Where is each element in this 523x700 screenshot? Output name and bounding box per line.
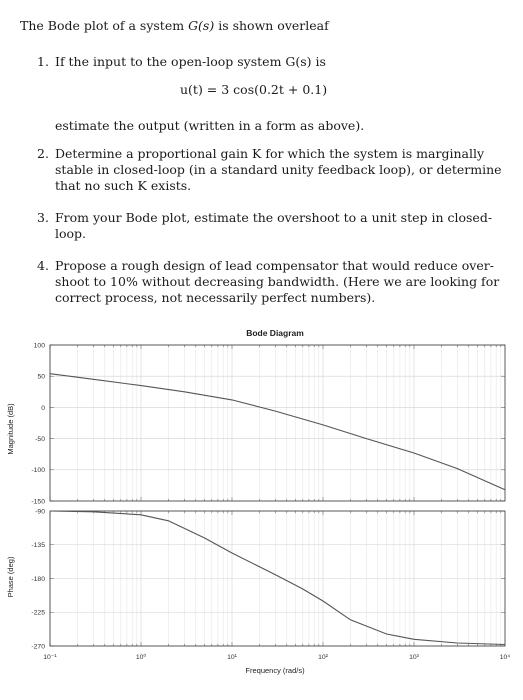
chart-title: Bode Diagram — [246, 328, 304, 338]
frequency-tick-label: 10¹ — [227, 654, 238, 661]
question-2: 2. Determine a proportional gain K for w… — [37, 146, 507, 194]
magnitude-y-tick-label: 100 — [34, 342, 46, 349]
magnitude-y-tick-label: -100 — [31, 467, 45, 474]
question-4: 4. Propose a rough design of lead compen… — [37, 258, 507, 306]
question-number: 3. — [37, 210, 49, 225]
question-text-line: that no such K exists. — [55, 178, 192, 193]
magnitude-y-tick-label: -50 — [35, 436, 45, 443]
magnitude-plot-area — [50, 345, 505, 501]
frequency-tick-label: 10⁻¹ — [43, 654, 57, 661]
question-text-line: correct process, not necessarily perfect… — [55, 290, 376, 305]
question-text-line: loop. — [55, 226, 87, 241]
question-text-line: stable in closed-loop (in a standard uni… — [55, 162, 502, 177]
phase-y-tick-label: -180 — [31, 576, 45, 583]
magnitude-curve — [49, 373, 506, 491]
phase-y-tick-label: -90 — [35, 508, 45, 515]
question-number: 4. — [37, 258, 49, 273]
question-3: 3. From your Bode plot, estimate the ove… — [37, 210, 507, 242]
question-text-line: shoot to 10% without decreasing bandwidt… — [55, 274, 500, 289]
phase-y-tick-label: -225 — [31, 610, 45, 617]
phase-y-tick-label: -135 — [31, 542, 45, 549]
question-number: 1. — [37, 54, 49, 69]
frequency-tick-label: 10³ — [409, 654, 420, 661]
frequency-tick-label: 10² — [318, 654, 329, 661]
phase-panel: -90 -135 -180 -225 -270 — [31, 508, 506, 650]
phase-curve — [49, 510, 506, 646]
frequency-tick-label: 10⁰ — [136, 653, 147, 661]
intro-text-end: is shown overleaf — [214, 18, 329, 33]
question-number: 2. — [37, 146, 49, 161]
question-text-line: If the input to the open-loop system G(s… — [55, 54, 326, 69]
bode-diagram: Bode Diagram Magnitude (dB) Phase (deg) … — [6, 328, 511, 675]
question-1: 1. If the input to the open-loop system … — [37, 54, 497, 70]
magnitude-panel: 100 50 0 -50 -100 -150 — [31, 342, 506, 505]
magnitude-y-tick-label: 0 — [41, 405, 45, 412]
question-text-line: From your Bode plot, estimate the oversh… — [55, 210, 493, 225]
magnitude-frame — [49, 344, 506, 502]
question-text-line: Propose a rough design of lead compensat… — [55, 258, 494, 273]
phase-frame — [49, 510, 506, 647]
question-1-followup: estimate the output (written in a form a… — [55, 118, 365, 133]
phase-axis-label: Phase (deg) — [6, 556, 15, 597]
input-equation: u(t) = 3 cos(0.2t + 0.1) — [180, 82, 328, 97]
magnitude-axis-label: Magnitude (dB) — [6, 403, 15, 455]
frequency-axis-label: Frequency (rad/s) — [245, 666, 305, 675]
phase-y-tick-label: -270 — [31, 643, 45, 650]
intro-sentence: The Bode plot of a system G(s) is shown … — [20, 18, 329, 33]
intro-math: G(s) — [188, 18, 215, 33]
frequency-tick-label: 10⁴ — [500, 654, 511, 661]
magnitude-y-tick-label: 50 — [37, 374, 45, 381]
magnitude-y-tick-label: -150 — [31, 498, 45, 505]
question-text-line: Determine a proportional gain K for whic… — [55, 146, 485, 161]
intro-text-start: The Bode plot of a system — [20, 18, 189, 33]
